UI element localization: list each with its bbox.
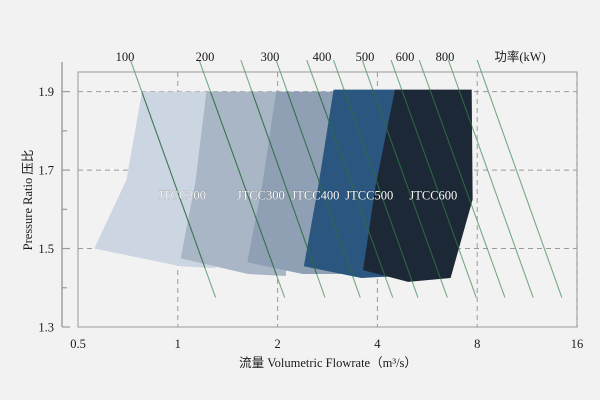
power-curve-overlay xyxy=(306,89,394,282)
series-label-jtcc300: JTCC300 xyxy=(237,189,285,203)
power-curve-overlay xyxy=(198,89,286,282)
x-tick-label: 16 xyxy=(571,337,584,351)
region-jtcc200 xyxy=(94,91,216,269)
x-tick-label: 8 xyxy=(474,337,480,351)
power-level-label: 800 xyxy=(436,50,455,64)
power-level-label: 200 xyxy=(196,50,215,64)
x-tick-labels: 0.5 1 2 4 8 16 xyxy=(70,337,583,351)
power-curve-overlay xyxy=(361,89,448,282)
series-regions xyxy=(94,89,473,282)
power-curve-overlay xyxy=(333,89,419,282)
x-tick-label: 1 xyxy=(175,337,181,351)
series-label-jtcc600: JTCC600 xyxy=(409,189,457,203)
power-curve-overlay xyxy=(129,89,217,282)
power-curve-overlay xyxy=(418,89,473,282)
y-tick-label: 1.3 xyxy=(38,321,54,335)
series-label-jtcc500: JTCC500 xyxy=(345,189,393,203)
power-curve-overlay xyxy=(240,89,326,282)
power-level-labels: 100 200 300 400 500 600 800 xyxy=(116,50,455,64)
x-axis-title: 流量 Volumetric Flowrate（m³/s） xyxy=(239,356,417,370)
y-tick-label: 1.7 xyxy=(38,164,54,178)
x-tick-label: 2 xyxy=(274,337,280,351)
power-level-label: 600 xyxy=(396,50,415,64)
series-label-jtcc200: JTCC200 xyxy=(158,189,206,203)
power-axis-label: 功率(kW) xyxy=(494,49,545,64)
y-tick-label: 1.9 xyxy=(38,85,54,99)
series-labels: JTCC200 JTCC300 JTCC400 JTCC500 JTCC600 xyxy=(158,188,458,203)
power-curve-lines-overlay xyxy=(129,89,473,282)
series-label-jtcc400: JTCC400 xyxy=(291,189,339,203)
power-level-label: 300 xyxy=(261,50,280,64)
y-axis-title: Pressure Ratio 压比 xyxy=(21,150,35,251)
power-level-label: 500 xyxy=(356,50,375,64)
power-curve-overlay xyxy=(275,89,361,282)
power-curve-overlay xyxy=(447,89,473,282)
power-level-label: 100 xyxy=(116,50,135,64)
x-tick-label: 0.5 xyxy=(70,337,86,351)
y-tick-labels: 1.3 1.5 1.7 1.9 xyxy=(38,85,54,334)
y-tick-label: 1.5 xyxy=(38,242,54,256)
power-level-label: 400 xyxy=(313,50,332,64)
y-axis xyxy=(61,62,70,328)
power-curve xyxy=(476,60,563,298)
x-tick-label: 4 xyxy=(374,337,381,351)
